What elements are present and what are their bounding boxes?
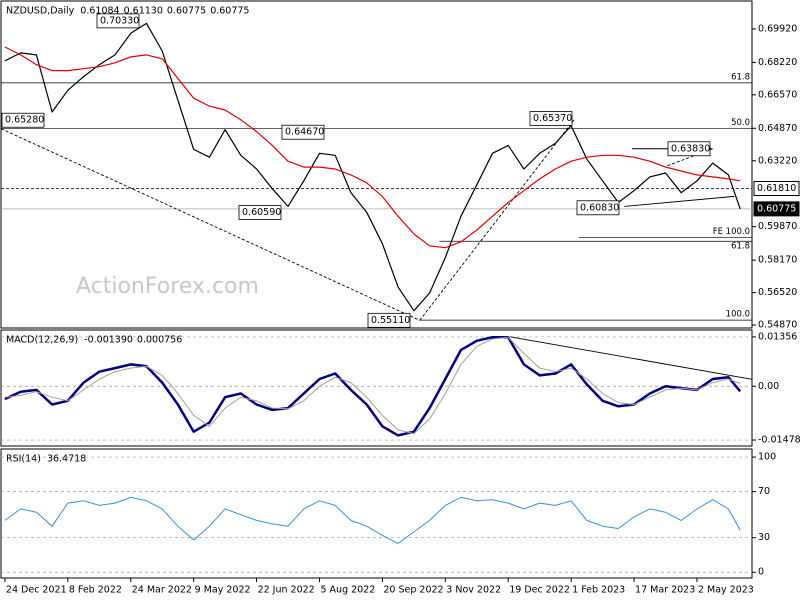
panel-title: RSI(14): [6, 454, 41, 465]
annotation-label: 0.65280: [5, 115, 44, 126]
watermark: ActionForex.com: [76, 274, 259, 299]
panel-title: NZDUSD,Daily: [6, 6, 75, 17]
annotation-box: [529, 111, 573, 126]
x-tick-label: 3 Nov 2022: [446, 585, 501, 596]
trendline: [510, 336, 753, 380]
x-tick-label: 2 May 2023: [698, 585, 754, 596]
readout-value: 0.000756: [137, 335, 182, 346]
panel-title: MACD(12,26,9): [6, 335, 78, 346]
readout-value: 0.61084: [80, 6, 119, 17]
y-tick-label: -0.014783: [758, 435, 800, 446]
annotation-label: 0.63830: [671, 143, 710, 154]
x-tick-label: 1 Feb 2023: [572, 585, 625, 596]
readout-value: 0.61130: [124, 6, 163, 17]
level-label: 100.0: [726, 310, 750, 320]
y-tick-label: 0.56520: [758, 287, 797, 298]
trendline: [0, 128, 420, 321]
readout-value: -0.001390: [84, 335, 133, 346]
series-line: [4, 336, 741, 435]
annotation-box: [238, 205, 282, 220]
y-tick-label: 0.69920: [758, 23, 797, 34]
panel-frame: [0, 448, 753, 579]
annotation-box: [281, 124, 325, 140]
x-tick-label: 9 May 2022: [195, 585, 251, 596]
level-label: FE 100.0: [713, 227, 750, 237]
y-tick-label: 0.68220: [758, 57, 797, 68]
y-tick-label: 70: [758, 486, 770, 497]
y-tick-label: 0.59870: [758, 221, 797, 232]
annotation-box: [576, 200, 620, 216]
series-line: [4, 22, 741, 312]
y-tick-label: 0.54870: [758, 320, 797, 331]
annotation-label: 0.60590: [242, 207, 281, 218]
annotation-label: 0.60830: [580, 202, 619, 213]
readout-value: 36.4718: [47, 454, 86, 465]
y-tick-label: 0.66570: [758, 89, 797, 100]
x-tick-label: 22 Jun 2022: [258, 585, 315, 596]
annotation-box: [1, 112, 45, 128]
panel-frame: [0, 0, 753, 329]
annotation-box: [667, 141, 711, 157]
x-tick-label: 8 Feb 2022: [69, 585, 122, 596]
level-label: 61.8: [731, 72, 750, 82]
series-line: [4, 46, 741, 249]
y-tick-label: 0.00: [758, 381, 779, 392]
readout-value: 0.60775: [210, 6, 249, 17]
annotation-box: [96, 13, 140, 29]
annotation-label: 0.70330: [100, 15, 139, 26]
y-tick-label: 0.63220: [758, 155, 797, 166]
series-line: [4, 496, 741, 544]
x-tick-label: 17 Mar 2023: [635, 585, 695, 596]
x-tick-label: 24 Dec 2021: [6, 585, 67, 596]
marker-label: 0.61810: [757, 183, 796, 194]
y-tick-label: 0.64870: [758, 123, 797, 134]
level-label: 50.0: [731, 118, 750, 128]
level-label: 61.8: [731, 242, 750, 252]
x-tick-label: 24 Mar 2022: [132, 585, 192, 596]
marker-box: [753, 181, 800, 197]
annotation-label: 0.64670: [285, 127, 324, 138]
panel-frame: [0, 329, 753, 447]
readout-value: 0.60775: [167, 6, 206, 17]
y-tick-label: 30: [758, 532, 770, 543]
y-tick-label: 0.58170: [758, 255, 797, 266]
y-tick-label: 100: [758, 452, 776, 463]
marker-label: 0.60775: [757, 203, 796, 214]
series-line: [4, 335, 742, 437]
trendline: [419, 118, 576, 321]
x-tick-label: 19 Dec 2022: [509, 585, 570, 596]
x-tick-label: 20 Sep 2022: [383, 585, 443, 596]
marker-box: [753, 201, 800, 217]
annotation-label: 0.55110: [371, 315, 410, 326]
x-tick-label: 5 Aug 2022: [320, 585, 375, 596]
y-tick-label: 0: [758, 567, 764, 578]
annotation-box: [367, 312, 411, 328]
annotation-label: 0.65370: [533, 113, 572, 124]
trendline: [624, 195, 735, 207]
y-tick-label: 0.01356: [758, 331, 797, 342]
